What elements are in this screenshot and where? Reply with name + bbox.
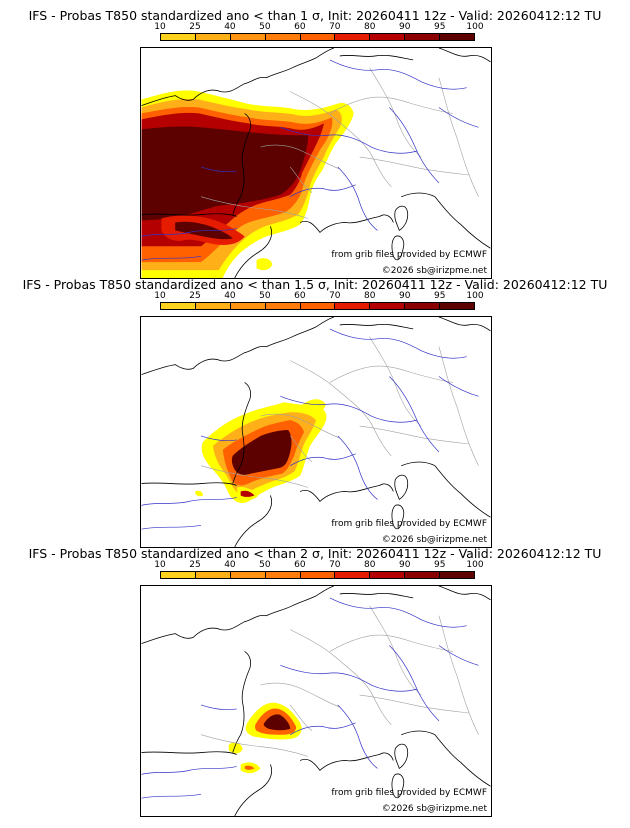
legend-labels: 10 25 40 50 60 70 80 90 95 100	[154, 560, 483, 570]
credit-copyright: ©2026 sb@irizpme.net	[381, 804, 487, 814]
legend-label-25: 25	[189, 291, 201, 301]
legend-label-40: 40	[224, 22, 236, 32]
legend-swatch	[300, 303, 336, 309]
legend-label-80: 80	[364, 291, 376, 301]
legend-label-95: 95	[433, 22, 446, 32]
map-frame	[140, 316, 492, 548]
legend-swatch	[370, 303, 406, 309]
legend-label-50: 50	[259, 22, 271, 32]
panel-title: IFS - Probas T850 standardized ano < tha…	[22, 277, 608, 292]
credit-grib: from grib files provided by ECMWF	[331, 250, 487, 260]
credit-copyright: ©2026 sb@irizpme.net	[381, 266, 487, 276]
legend-swatch	[405, 303, 441, 309]
legend-label-25: 25	[189, 560, 201, 570]
probability-overlay	[228, 702, 302, 774]
legend-label-90: 90	[399, 560, 411, 570]
legend-colorbar	[160, 33, 475, 41]
legend-swatch	[195, 303, 231, 309]
legend-label-70: 70	[329, 22, 341, 32]
legend-label-80: 80	[364, 560, 376, 570]
legend-swatch	[335, 572, 371, 578]
legend-label-95: 95	[433, 291, 446, 301]
legend-label-25: 25	[189, 22, 201, 32]
map-panel-2sigma: IFS - Probas T850 standardized ano < tha…	[0, 546, 630, 818]
basemap	[141, 586, 491, 816]
legend-label-100: 100	[466, 22, 484, 32]
credit-grib: from grib files provided by ECMWF	[331, 519, 487, 529]
legend-swatch	[440, 303, 475, 309]
legend-swatch	[300, 34, 336, 40]
map-frame	[140, 47, 492, 279]
panel-title: IFS - Probas T850 standardized ano < tha…	[28, 8, 602, 23]
legend-swatch	[265, 303, 301, 309]
legend-label-95: 95	[433, 560, 446, 570]
legend-swatch	[265, 34, 301, 40]
legend-swatch	[195, 34, 231, 40]
map-canvas	[141, 317, 491, 547]
credit-copyright: ©2026 sb@irizpme.net	[381, 535, 487, 545]
legend-label-10: 10	[154, 560, 166, 570]
legend-label-90: 90	[399, 22, 411, 32]
legend-swatch	[440, 34, 475, 40]
legend-label-100: 100	[466, 291, 484, 301]
credit-grib: from grib files provided by ECMWF	[331, 788, 487, 798]
legend-swatch	[405, 34, 441, 40]
legend-swatch	[335, 303, 371, 309]
legend-label-10: 10	[154, 22, 166, 32]
legend-swatch	[300, 572, 336, 578]
legend-swatch	[161, 34, 196, 40]
legend-label-10: 10	[154, 291, 166, 301]
legend-colorbar	[160, 571, 475, 579]
legend-label-60: 60	[294, 291, 306, 301]
legend-swatch	[230, 303, 266, 309]
legend-label-80: 80	[364, 22, 376, 32]
legend-swatch	[335, 34, 371, 40]
panel-title: IFS - Probas T850 standardized ano < tha…	[28, 546, 602, 561]
map-canvas	[141, 586, 491, 816]
legend-label-60: 60	[294, 560, 306, 570]
map-frame	[140, 585, 492, 817]
legend-swatch	[161, 303, 196, 309]
legend-label-100: 100	[466, 560, 484, 570]
legend-swatch	[195, 572, 231, 578]
legend-swatch	[230, 572, 266, 578]
legend-swatch	[265, 572, 301, 578]
legend-label-40: 40	[224, 291, 236, 301]
legend-swatch	[440, 572, 475, 578]
map-panel-1sigma: IFS - Probas T850 standardized ano < tha…	[0, 8, 630, 280]
legend-labels: 10 25 40 50 60 70 80 90 95 100	[154, 291, 483, 301]
legend-swatch	[370, 34, 406, 40]
legend-swatch	[161, 572, 196, 578]
probability-overlay	[141, 90, 354, 278]
legend-swatch	[230, 34, 266, 40]
map-panel-1-5sigma: IFS - Probas T850 standardized ano < tha…	[0, 277, 630, 549]
probability-overlay	[195, 399, 327, 503]
legend-label-90: 90	[399, 291, 411, 301]
legend-label-70: 70	[329, 560, 341, 570]
legend-label-50: 50	[259, 560, 271, 570]
legend-label-60: 60	[294, 22, 306, 32]
basemap	[141, 48, 491, 278]
basemap	[141, 317, 491, 547]
legend-label-50: 50	[259, 291, 271, 301]
legend-swatch	[370, 572, 406, 578]
legend-label-40: 40	[224, 560, 236, 570]
map-canvas	[141, 48, 491, 278]
legend-colorbar	[160, 302, 475, 310]
legend-swatch	[405, 572, 441, 578]
legend-label-70: 70	[329, 291, 341, 301]
legend-labels: 10 25 40 50 60 70 80 90 95 100	[154, 22, 483, 32]
